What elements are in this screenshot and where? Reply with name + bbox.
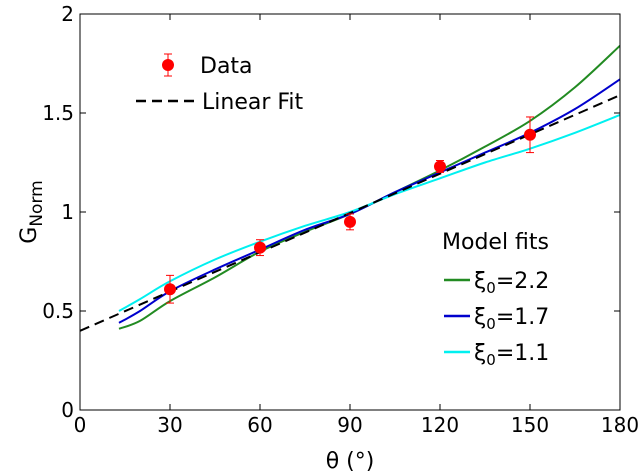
legend-model-entry-2: ξ0=1.7 (444, 305, 549, 333)
data-point (434, 160, 446, 173)
x-tick-label: 180 (601, 413, 639, 437)
x-tick-label: 150 (511, 413, 549, 437)
legend-data-fit: Data Linear Fit (136, 53, 304, 115)
linear-fit-path (80, 94, 620, 332)
y-axis-title: GNorm (17, 180, 47, 243)
data-marker (524, 128, 536, 141)
legend-model-entry-1: ξ0=2.2 (444, 269, 549, 297)
x-tick-label: 30 (157, 413, 182, 437)
data-points (164, 116, 536, 304)
legend-data-label: Data (200, 54, 253, 79)
y-tick-label: 2 (61, 2, 74, 26)
data-point (344, 213, 356, 231)
y-tick-label: 0.5 (42, 299, 74, 323)
y-tick-label: 1.5 (42, 101, 74, 125)
tick-labels: 0 30 60 90 120 150 180 0 0.5 1 1.5 2 (42, 2, 639, 437)
legend-model-entry-3: ξ0=1.1 (444, 341, 549, 369)
data-point (524, 116, 536, 154)
legend-models-title: Model fits (442, 230, 549, 255)
linear-fit-line (80, 94, 620, 332)
legend-fit-label: Linear Fit (202, 90, 304, 115)
data-marker (344, 215, 356, 228)
x-axis-title: θ (°) (326, 449, 375, 474)
y-tick-label: 0 (61, 398, 74, 422)
legend-model-label: ξ0=2.2 (474, 269, 549, 297)
x-tick-label: 0 (74, 413, 87, 437)
data-marker (434, 160, 446, 173)
x-tick-label: 120 (421, 413, 459, 437)
x-tick-label: 60 (247, 413, 272, 437)
legend-models: Model fits ξ0=2.2 ξ0=1.7 ξ0=1.1 (442, 230, 549, 369)
legend-model-label: ξ0=1.1 (474, 341, 549, 369)
legend-model-label: ξ0=1.7 (474, 305, 549, 333)
x-tick-label: 90 (337, 413, 362, 437)
data-marker (164, 283, 176, 296)
data-point (164, 274, 176, 304)
axis-ticks (79, 13, 621, 411)
y-tick-label: 1 (61, 200, 74, 224)
data-marker (254, 241, 266, 254)
data-point (254, 239, 266, 257)
legend-data-marker (162, 53, 174, 77)
